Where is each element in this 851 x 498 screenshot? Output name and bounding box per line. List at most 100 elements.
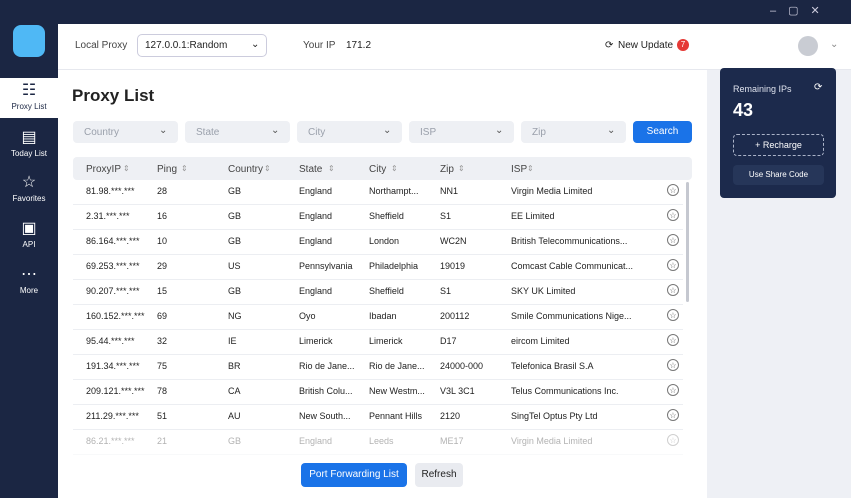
table-cell: 90.207.***.*** (86, 286, 140, 296)
window-controls[interactable]: –▢✕ (770, 5, 832, 17)
nav-icon[interactable]: ▣ (21, 220, 37, 237)
chevron: ⌄ (271, 125, 280, 136)
nav-label[interactable]: API (22, 240, 36, 249)
favorite-star[interactable]: ☆ (667, 359, 679, 371)
table-cell: 81.98.***.*** (86, 186, 135, 196)
table-cell: Philadelphia (369, 261, 419, 271)
share-code-button[interactable]: Use Share Code (733, 165, 824, 185)
nav-label[interactable]: Proxy List (11, 102, 47, 111)
refresh-button[interactable]: Refresh (415, 463, 463, 487)
row-divider (73, 429, 683, 430)
filter-select[interactable] (185, 121, 290, 143)
favorite-star[interactable]: ☆ (667, 284, 679, 296)
row-divider (73, 404, 683, 405)
table-cell: Rio de Jane... (369, 361, 425, 371)
table-cell: GB (228, 436, 242, 446)
recharge-button[interactable]: + Recharge (733, 134, 824, 156)
nav-label[interactable]: Favorites (12, 194, 46, 203)
favorite-star[interactable]: ☆ (667, 209, 679, 221)
search-button[interactable]: Search (633, 121, 692, 143)
filter-placeholder: City (308, 127, 326, 138)
table-cell: D17 (440, 336, 457, 346)
favorite-star[interactable]: ☆ (667, 434, 679, 446)
table-cell: Virgin Media Limited (511, 436, 593, 446)
avatar[interactable] (798, 36, 818, 56)
table-cell: SingTel Optus Pty Ltd (511, 411, 598, 421)
column-header[interactable]: ISP (511, 164, 528, 175)
table-cell: GB (228, 211, 242, 221)
filter-placeholder: Country (84, 127, 120, 138)
table-cell: 86.21.***.*** (86, 436, 135, 446)
filter-placeholder: State (196, 127, 220, 138)
your-ip-label: Your IP (303, 40, 336, 51)
table-cell: 78 (157, 386, 168, 396)
nav-icon[interactable]: ☆ (21, 174, 37, 191)
table-cell: 21 (157, 436, 168, 446)
table-cell: Pennant Hills (369, 411, 423, 421)
table-cell: England (299, 236, 333, 246)
table-cell: Comcast Cable Communicat... (511, 261, 634, 271)
table-cell: New South... (299, 411, 351, 421)
table-header (73, 157, 692, 180)
table-cell: 2120 (440, 411, 461, 421)
nav-label[interactable]: Today List (10, 149, 48, 158)
favorite-star[interactable]: ☆ (667, 334, 679, 346)
column-header[interactable]: Zip (440, 164, 454, 175)
table-cell: Leeds (369, 436, 394, 446)
nav-icon[interactable]: ⋯ (21, 266, 37, 283)
column-header[interactable]: ProxyIP (86, 164, 122, 175)
table-cell: England (299, 436, 333, 446)
column-header[interactable]: State (299, 164, 323, 175)
nav-icon[interactable]: ☷ (21, 82, 37, 99)
table-cell: Ibadan (369, 311, 397, 321)
table-cell: Telefonica Brasil S.A (511, 361, 594, 371)
table-cell: Oyo (299, 311, 316, 321)
row-divider (73, 454, 683, 455)
filter-select[interactable] (73, 121, 178, 143)
page-title: Proxy List (72, 86, 155, 105)
table-cell: BR (228, 361, 241, 371)
table-cell: Rio de Jane... (299, 361, 355, 371)
favorite-star[interactable]: ☆ (667, 259, 679, 271)
proxy-select-value: 127.0.0.1:Random (145, 40, 228, 51)
your-ip-value: 171.2 (346, 40, 372, 51)
favorite-star[interactable]: ☆ (667, 234, 679, 246)
remaining-count: 43 (733, 100, 754, 120)
table-cell: GB (228, 236, 242, 246)
row-divider (73, 204, 683, 205)
table-cell: Northampt... (369, 186, 419, 196)
chevron: ⌄ (607, 125, 616, 136)
sort-icon: ⇕ (458, 164, 465, 173)
filter-select[interactable] (409, 121, 514, 143)
logo[interactable] (13, 25, 45, 57)
remaining-refresh[interactable]: ⟳ (814, 82, 823, 93)
table-cell: Sheffield (369, 286, 404, 296)
favorite-star[interactable]: ☆ (667, 409, 679, 421)
filter-select[interactable] (521, 121, 626, 143)
filter-select[interactable] (297, 121, 402, 143)
column-header[interactable]: City (369, 164, 387, 175)
table-cell: 160.152.***.*** (86, 311, 145, 321)
favorite-star[interactable]: ☆ (667, 309, 679, 321)
table-cell: 95.44.***.*** (86, 336, 135, 346)
favorite-star[interactable]: ☆ (667, 384, 679, 396)
port-forwarding-button[interactable]: Port Forwarding List (301, 463, 407, 487)
table-cell: Telus Communications Inc. (511, 386, 619, 396)
table-cell: Pennsylvania (299, 261, 353, 271)
favorite-star[interactable]: ☆ (667, 184, 679, 196)
table-cell: 10 (157, 236, 168, 246)
proxy-select[interactable] (137, 34, 267, 57)
table-cell: British Colu... (299, 386, 353, 396)
row-divider (73, 229, 683, 230)
column-header[interactable]: Country (228, 164, 264, 175)
table-cell: NN1 (440, 186, 459, 196)
chevron: ⌄ (495, 125, 504, 136)
nav-label[interactable]: More (19, 286, 39, 295)
column-header[interactable]: Ping (157, 164, 178, 175)
table-cell: ME17 (440, 436, 464, 446)
nav-icon[interactable]: ▤ (21, 129, 37, 146)
table-cell: IE (228, 336, 237, 346)
local-proxy-label: Local Proxy (75, 40, 128, 51)
new-update[interactable]: New Update (618, 40, 674, 51)
